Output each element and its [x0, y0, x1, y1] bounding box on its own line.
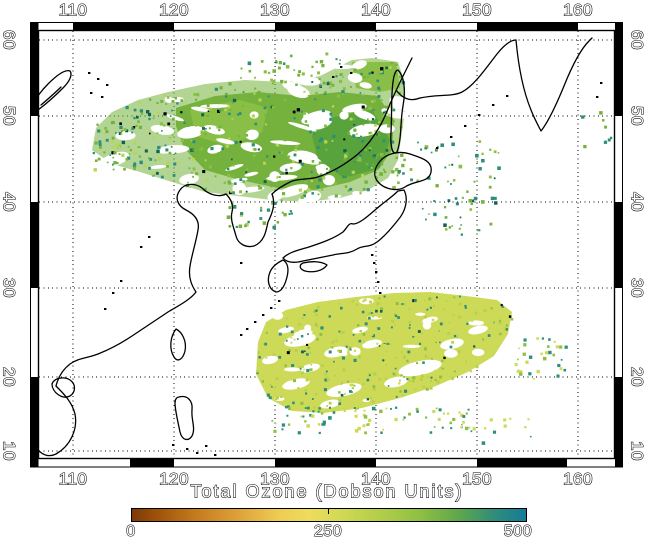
lon-label-bottom: 110 — [58, 469, 88, 489]
lat-label-right: 50 — [627, 106, 647, 127]
lat-label-left: 20 — [0, 367, 19, 388]
lon-label-top: 150 — [462, 0, 492, 20]
colorbar-tick-label: 0 — [126, 522, 136, 540]
lat-label-right: 20 — [627, 367, 647, 388]
lon-label-bottom: 120 — [159, 469, 189, 489]
lon-label-bottom: 150 — [462, 469, 492, 489]
lon-label-top: 140 — [361, 0, 391, 20]
lat-label-right: 40 — [627, 192, 647, 213]
lon-label-bottom: 130 — [260, 469, 290, 489]
lon-label-top: 130 — [260, 0, 290, 20]
lat-label-left: 30 — [0, 278, 19, 299]
colorbar-tick-label: 250 — [313, 522, 343, 540]
lat-label-left: 60 — [0, 30, 19, 51]
lon-label-bottom: 140 — [361, 469, 391, 489]
lat-label-left: 40 — [0, 192, 19, 213]
colorbar-tick-mark — [328, 508, 329, 514]
lat-label-right: 10 — [627, 441, 647, 462]
lon-label-top: 120 — [159, 0, 189, 20]
colorbar-tick-label: 500 — [503, 522, 533, 540]
lon-label-bottom: 160 — [563, 469, 593, 489]
colorbar-title: Total Ozone (Dobson Units) — [190, 481, 464, 502]
lon-label-top: 160 — [563, 0, 593, 20]
lon-label-top: 110 — [58, 0, 88, 20]
lat-label-right: 60 — [627, 30, 647, 51]
lat-label-left: 50 — [0, 106, 19, 127]
colorbar-gradient — [131, 508, 527, 522]
lat-label-left: 10 — [0, 441, 19, 462]
lat-label-right: 30 — [627, 278, 647, 299]
